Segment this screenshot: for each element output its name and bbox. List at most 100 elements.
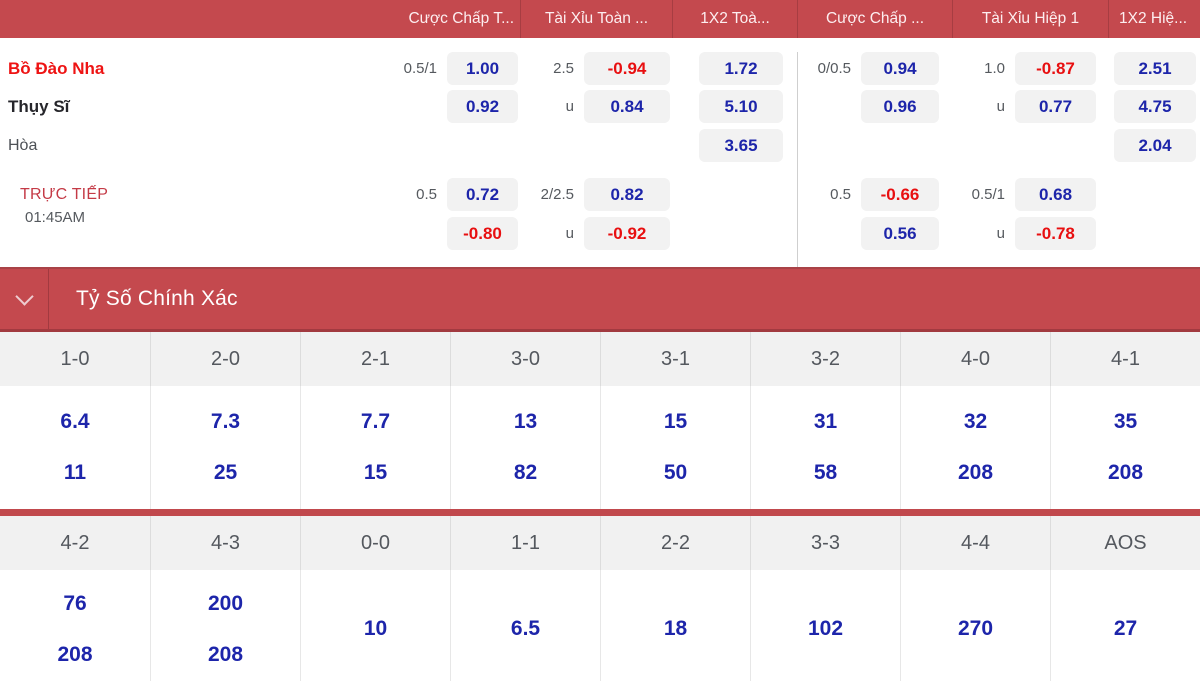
team-away: Thụy Sĩ [8, 96, 70, 116]
score-odds-cell[interactable]: 6.5 [450, 570, 600, 681]
score-odds-value[interactable]: 25 [213, 461, 238, 484]
odds-over-h1[interactable]: -0.87 [1015, 52, 1096, 85]
live-under-line-full: u [565, 225, 574, 242]
score-label: 2-0 [150, 332, 300, 386]
score-odds-value[interactable]: 32 [963, 410, 988, 433]
score-odds-cell[interactable]: 102 [750, 570, 900, 681]
score-odds-cell[interactable]: 35 208 [1050, 386, 1200, 509]
score-odds-value[interactable]: 11 [63, 461, 87, 484]
collapse-toggle[interactable] [0, 269, 48, 329]
live-overunder-line-h1: 0.5/1 [971, 186, 1005, 203]
live-odds-over-full[interactable]: 0.82 [584, 178, 670, 211]
live-odds-handicap-full[interactable]: 0.72 [447, 178, 518, 211]
score-odds-value[interactable]: 13 [513, 410, 538, 433]
live-odds-under-h1[interactable]: -0.78 [1015, 217, 1096, 250]
odds-home-handicap-h1[interactable]: 0.94 [861, 52, 939, 85]
market-header-1x2-full: 1X2 Toà... [672, 0, 797, 38]
under-line-full: u [565, 98, 574, 115]
odds-home-1x2-full[interactable]: 1.72 [699, 52, 783, 85]
odds-home-1x2-h1[interactable]: 2.51 [1114, 52, 1196, 85]
live-label: TRỰC TIẾP [20, 186, 109, 203]
live-odds-handicap-h1[interactable]: -0.66 [861, 178, 939, 211]
score-odds-value[interactable]: 82 [513, 461, 538, 484]
score-labels-row-1: 1-0 2-0 2-1 3-0 3-1 3-2 4-0 4-1 [0, 332, 1200, 386]
score-label: AOS [1050, 516, 1200, 570]
under-line-h1: u [996, 98, 1005, 115]
score-label: 3-0 [450, 332, 600, 386]
score-odds-value[interactable]: 15 [363, 461, 388, 484]
odds-row-live-2: -0.80 u -0.92 0.56 u -0.78 [0, 217, 1200, 250]
odds-under-full[interactable]: 0.84 [584, 90, 670, 123]
odds-away-handicap-full[interactable]: 0.92 [447, 90, 518, 123]
market-header-overunder-h1: Tài Xỉu Hiệp 1 [952, 0, 1108, 38]
score-label: 1-0 [60, 347, 90, 370]
score-label: 2-2 [600, 516, 750, 570]
score-odds-cell[interactable]: 18 [600, 570, 750, 681]
odds-under-h1[interactable]: 0.77 [1015, 90, 1096, 123]
score-label: 4-0 [900, 332, 1050, 386]
live-odds-handicap2-h1[interactable]: 0.56 [861, 217, 939, 250]
score-labels-row-2: 4-2 4-3 0-0 1-1 2-2 3-3 4-4 AOS [0, 516, 1200, 570]
handicap-line-full: 0.5/1 [403, 60, 437, 77]
overunder-line-full: 2.5 [553, 60, 574, 77]
team-home: Bồ Đào Nha [8, 58, 105, 78]
score-odds-value[interactable]: 102 [807, 617, 844, 640]
score-odds-cell[interactable]: 7.7 15 [300, 386, 450, 509]
score-odds-cell[interactable]: 31 58 [750, 386, 900, 509]
score-odds-value[interactable]: 200 [207, 591, 244, 615]
score-odds-cell[interactable]: 270 [900, 570, 1050, 681]
score-odds-value[interactable]: 208 [207, 642, 244, 666]
score-odds-value[interactable]: 27 [1113, 617, 1138, 640]
odds-away-1x2-h1[interactable]: 4.75 [1114, 90, 1196, 123]
score-odds-cell[interactable]: 76 208 [0, 570, 150, 681]
score-label: 4-3 [150, 516, 300, 570]
odds-over-full[interactable]: -0.94 [584, 52, 670, 85]
odds-row-home: Bồ Đào Nha 0.5/1 1.00 2.5 -0.94 1.72 0/0… [0, 52, 1200, 85]
score-odds-cell[interactable]: 10 [300, 570, 450, 681]
odds-home-handicap-full[interactable]: 1.00 [447, 52, 518, 85]
score-odds-cell[interactable]: 200 208 [150, 570, 300, 681]
match-time: 01:45AM [25, 209, 86, 226]
live-odds-over-h1[interactable]: 0.68 [1015, 178, 1096, 211]
odds-away-handicap-h1[interactable]: 0.96 [861, 90, 939, 123]
score-odds-value[interactable]: 208 [1107, 461, 1144, 484]
score-odds-cell[interactable]: 27 [1050, 570, 1200, 681]
score-odds-cell[interactable]: 13 82 [450, 386, 600, 509]
score-label: 4-2 [60, 531, 90, 554]
odds-draw-1x2-h1[interactable]: 2.04 [1114, 129, 1196, 162]
score-odds-value[interactable]: 7.7 [360, 410, 391, 433]
score-odds-value[interactable]: 270 [957, 617, 994, 640]
score-label: 4-1 [1050, 332, 1200, 386]
score-odds-value[interactable]: 6.4 [60, 410, 90, 433]
market-header-handicap-full: Cược Chấp T... [408, 10, 514, 27]
score-odds-value[interactable]: 7.3 [210, 410, 241, 433]
score-odds-value[interactable]: 208 [957, 461, 994, 484]
odds-body: Bồ Đào Nha 0.5/1 1.00 2.5 -0.94 1.72 0/0… [0, 52, 1200, 267]
score-odds-cell[interactable]: 6.4 11 [0, 386, 150, 509]
score-odds-cell[interactable]: 32 208 [900, 386, 1050, 509]
score-odds-value[interactable]: 58 [813, 461, 838, 484]
score-odds-value[interactable]: 10 [363, 617, 388, 640]
score-odds-value[interactable]: 31 [813, 410, 838, 433]
market-header-1x2-h1: 1X2 Hiệ... [1108, 0, 1200, 38]
live-odds-handicap2-full[interactable]: -0.80 [447, 217, 518, 250]
market-header-overunder-full: Tài Xỉu Toàn ... [520, 0, 672, 38]
section-title: Tỷ Số Chính Xác [76, 287, 238, 310]
live-odds-under-full[interactable]: -0.92 [584, 217, 670, 250]
odds-row-draw: Hòa 3.65 2.04 [0, 129, 1200, 162]
odds-draw-1x2-full[interactable]: 3.65 [699, 129, 783, 162]
score-odds-value[interactable]: 15 [663, 410, 688, 433]
score-label: 3-1 [600, 332, 750, 386]
score-odds-cell[interactable]: 15 50 [600, 386, 750, 509]
score-odds-cell[interactable]: 7.3 25 [150, 386, 300, 509]
score-odds-value[interactable]: 18 [663, 617, 688, 640]
score-odds-value[interactable]: 6.5 [510, 617, 541, 640]
score-odds-value[interactable]: 50 [663, 461, 688, 484]
odds-away-1x2-full[interactable]: 5.10 [699, 90, 783, 123]
score-odds-value[interactable]: 35 [1113, 410, 1138, 433]
score-odds-value[interactable]: 76 [63, 591, 87, 615]
score-values-row-1: 6.4 11 7.3 25 7.7 15 13 82 15 50 31 58 32 208 3… [0, 386, 1200, 509]
correct-score-section-header: Tỷ Số Chính Xác [0, 267, 1200, 332]
score-odds-value[interactable]: 208 [57, 642, 93, 666]
